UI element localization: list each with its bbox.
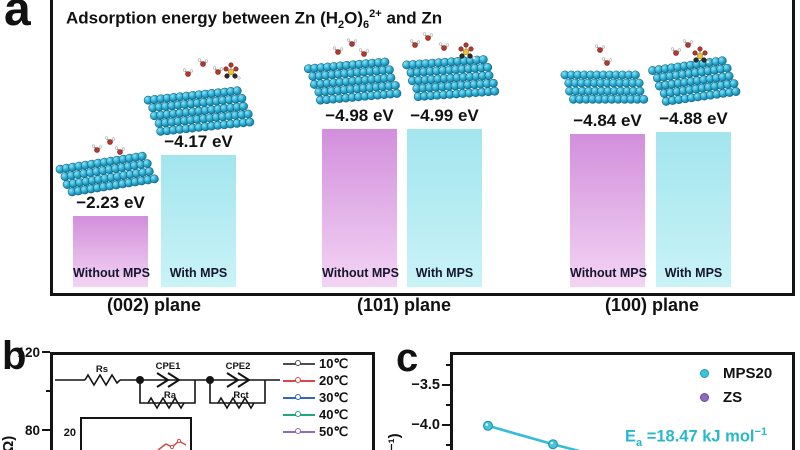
panel-c-minor-tick [446, 364, 450, 366]
title-part: and Zn [381, 8, 443, 28]
legend-circle-marker [700, 392, 709, 402]
bar-series-label: Without MPS [322, 266, 399, 280]
legend-item-series: ZS [700, 385, 772, 409]
legend-label: 20℃ [319, 372, 349, 388]
legend-item-temperature: 10℃ [283, 355, 348, 372]
legend-line-marker [283, 359, 315, 366]
title-sub: 6 [363, 19, 370, 32]
bar-101-with-mps: −4.99 eV With MPS [407, 106, 482, 287]
ea-sup: −1 [754, 426, 768, 438]
panel-a-frame [50, 0, 795, 296]
bar-002-without-mps: −2.23 eV Without MPS [73, 193, 150, 287]
plane-label-100: (100) plane [604, 295, 700, 315]
panel-c-tick-neg3p5 [442, 384, 450, 386]
legend-label: 10℃ [319, 355, 349, 371]
panel-c-legend: MPS20 ZS [700, 361, 772, 409]
bar-value-label: −4.99 eV [410, 105, 479, 125]
legend-circle-marker [700, 368, 709, 378]
legend-circle-marker [295, 427, 301, 434]
activation-energy-annotation: Ea =18.47 kJ mol−1 [625, 426, 767, 449]
bar-101-without-mps: −4.98 eV Without MPS [322, 106, 399, 287]
bar-series-label: With MPS [169, 266, 228, 280]
legend-item-temperature: 30℃ [283, 389, 348, 406]
legend-label: 50℃ [319, 423, 349, 439]
legend-line-marker [283, 376, 315, 383]
panel-c-letter: c [396, 336, 419, 380]
panel-c-tick-neg4p0 [442, 424, 450, 426]
legend-item-series: MPS20 [700, 361, 772, 385]
legend-label: 30℃ [319, 389, 349, 405]
legend-line-marker [283, 427, 315, 434]
ea-text: E [625, 427, 637, 446]
bar-value-label: −2.23 eV [76, 193, 145, 213]
bar-series-label: Without MPS [570, 266, 647, 280]
panel-a-title: Adsorption energy between Zn (H2O)62+ an… [66, 8, 442, 31]
legend-circle-marker [295, 359, 301, 366]
panel-b-inset-box [80, 417, 192, 450]
bar-value-label: −4.17 eV [164, 131, 233, 151]
ea-sub: a [636, 436, 643, 449]
bar-series-label: Without MPS [73, 266, 150, 280]
panel-b-inset-tick: 20 [63, 427, 76, 439]
title-part: Adsorption energy between Zn (H [66, 8, 339, 28]
legend-item-temperature: 50℃ [283, 423, 348, 440]
legend-label: MPS20 [723, 364, 773, 382]
legend-line-marker [283, 393, 315, 400]
panel-b-ytick-label: 80 [24, 423, 40, 438]
legend-item-temperature: 40℃ [283, 406, 348, 423]
legend-label: 40℃ [319, 406, 349, 422]
ea-text: =18.47 kJ mol [642, 427, 755, 446]
panel-c-y-axis-label: ln Rct⁻¹ (Ω⁻¹) [385, 433, 403, 450]
panel-a-letter: a [4, 0, 31, 36]
panel-b-tick-120 [42, 351, 50, 353]
legend-circle-marker [295, 393, 301, 400]
bar-value-label: −4.98 eV [325, 106, 394, 126]
panel-b-ytick-label: 120 [17, 345, 40, 360]
bar-100-without-mps: −4.84 eV Without MPS [570, 110, 647, 287]
bar-100-with-mps: −4.88 eV With MPS [656, 109, 731, 287]
plane-label-002: (002) plane [106, 295, 202, 315]
panel-b-plot-frame [50, 352, 375, 450]
panel-c-minor-tick [446, 404, 450, 406]
panel-c-plot-frame [450, 352, 795, 450]
title-sub: 2 [338, 19, 345, 32]
panel-b-tick-80 [42, 429, 50, 431]
legend-circle-marker [295, 410, 301, 417]
panel-b-minor-tick [46, 390, 50, 392]
legend-item-temperature: 20℃ [283, 372, 348, 389]
panel-c-minor-tick [446, 444, 450, 446]
bar-series-label: With MPS [415, 266, 474, 280]
panel-b-legend: 10℃ 20℃ 30℃ 40℃ 50℃ [283, 355, 348, 440]
panel-c-ytick-label: −3.5 [411, 377, 440, 393]
bar-002-with-mps: −4.17 eV With MPS [161, 132, 236, 287]
bar-value-label: −4.88 eV [659, 109, 728, 129]
title-part: O) [344, 8, 364, 28]
legend-label: ZS [723, 388, 743, 406]
panel-c-ytick-label: −4.0 [411, 417, 440, 433]
panel-b-letter: b [2, 334, 27, 378]
title-sup: 2+ [369, 8, 382, 20]
bar-value-label: −4.84 eV [573, 110, 642, 130]
legend-line-marker [283, 410, 315, 417]
bar-series-label: With MPS [664, 266, 723, 280]
panel-b-y-axis-label: −Z″ (Ω) [0, 436, 17, 450]
legend-circle-marker [295, 376, 301, 383]
plane-label-101: (101) plane [356, 295, 452, 315]
